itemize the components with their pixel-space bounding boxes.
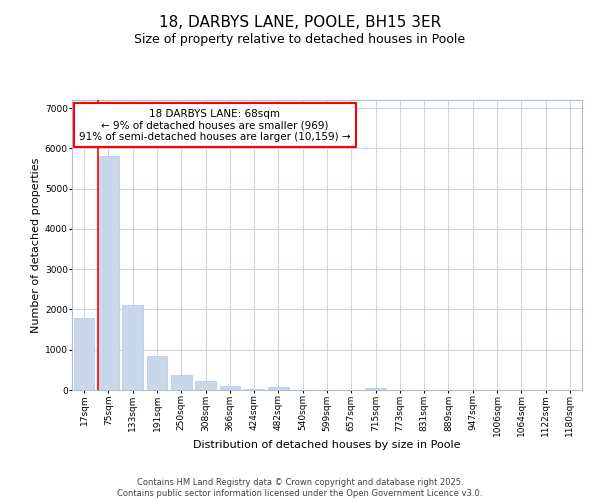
X-axis label: Distribution of detached houses by size in Poole: Distribution of detached houses by size … bbox=[193, 440, 461, 450]
Bar bbox=[74, 318, 94, 390]
Bar bbox=[195, 380, 216, 390]
Text: Size of property relative to detached houses in Poole: Size of property relative to detached ho… bbox=[134, 32, 466, 46]
Text: 18 DARBYS LANE: 68sqm
← 9% of detached houses are smaller (969)
91% of semi-deta: 18 DARBYS LANE: 68sqm ← 9% of detached h… bbox=[79, 108, 350, 142]
Text: Contains HM Land Registry data © Crown copyright and database right 2025.
Contai: Contains HM Land Registry data © Crown c… bbox=[118, 478, 482, 498]
Text: 18, DARBYS LANE, POOLE, BH15 3ER: 18, DARBYS LANE, POOLE, BH15 3ER bbox=[159, 15, 441, 30]
Y-axis label: Number of detached properties: Number of detached properties bbox=[31, 158, 41, 332]
Bar bbox=[122, 306, 143, 390]
Bar bbox=[365, 388, 386, 390]
Bar bbox=[146, 356, 167, 390]
Bar bbox=[171, 375, 191, 390]
Bar bbox=[268, 387, 289, 390]
Bar bbox=[244, 389, 265, 390]
Bar bbox=[220, 386, 240, 390]
Bar bbox=[98, 156, 119, 390]
